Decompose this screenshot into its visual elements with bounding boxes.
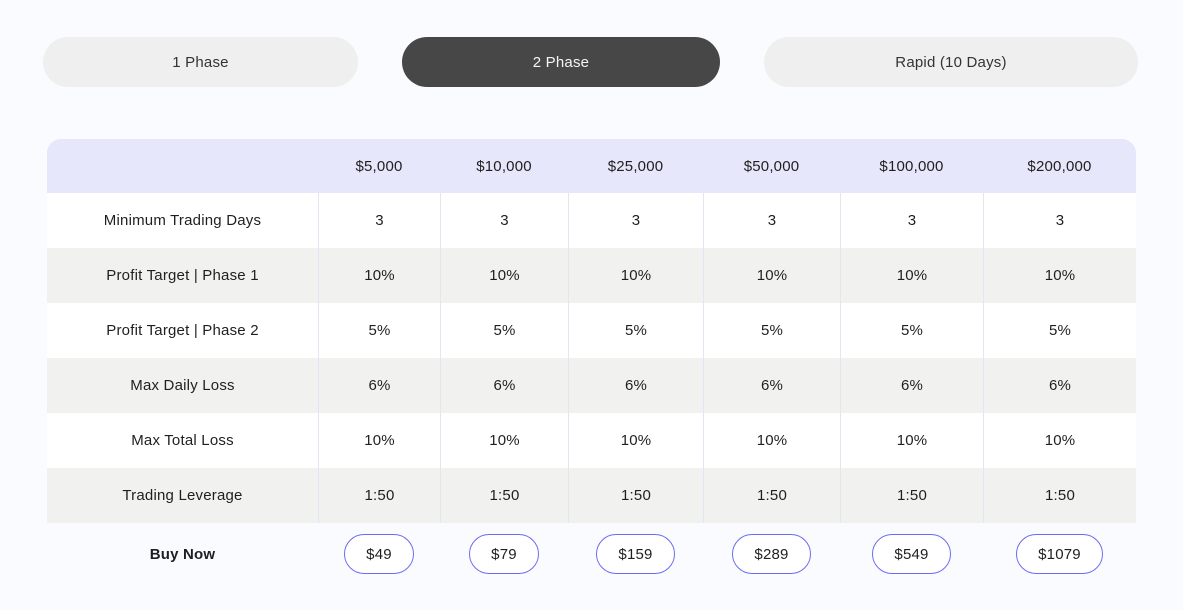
cell-value: 5% [840, 303, 983, 358]
buy-cell: $49 [318, 523, 440, 585]
table-row: Minimum Trading Days 3 3 3 3 3 3 [47, 193, 1136, 248]
table-row: Profit Target | Phase 2 5% 5% 5% 5% 5% 5… [47, 303, 1136, 358]
cell-value: 5% [440, 303, 568, 358]
cell-value: 6% [840, 358, 983, 413]
cell-value: 10% [703, 248, 840, 303]
cell-value: 3 [568, 193, 703, 248]
buy-cell: $159 [568, 523, 703, 585]
buy-now-label: Buy Now [149, 545, 216, 563]
header-cell-account-size: $200,000 [1027, 157, 1092, 175]
cell-value: 10% [318, 248, 440, 303]
cell-value: 10% [983, 413, 1136, 468]
cell-value: 10% [703, 413, 840, 468]
cell-value: 10% [440, 248, 568, 303]
header-cell-account-size: $10,000 [476, 157, 532, 175]
cell-value: 6% [568, 358, 703, 413]
buy-button-5000[interactable]: $49 [344, 534, 414, 574]
row-label: Max Daily Loss [130, 377, 235, 394]
cell-value: 1:50 [983, 468, 1136, 523]
header-cell-account-size: $50,000 [743, 157, 800, 175]
cell-value: 10% [840, 413, 983, 468]
cell-value: 3 [703, 193, 840, 248]
cell-value: 6% [983, 358, 1136, 413]
cell-value: 5% [318, 303, 440, 358]
tab-1-phase[interactable]: 1 Phase [43, 37, 358, 87]
cell-value: 6% [440, 358, 568, 413]
cell-value: 10% [568, 413, 703, 468]
cell-value: 3 [318, 193, 440, 248]
table-row: Max Total Loss 10% 10% 10% 10% 10% 10% [47, 413, 1136, 468]
tab-rapid-10-days[interactable]: Rapid (10 Days) [764, 37, 1138, 87]
cell-value: 1:50 [318, 468, 440, 523]
buy-cell: $79 [440, 523, 568, 585]
buy-now-row: Buy Now $49 $79 $159 $289 $549 $1079 [47, 523, 1136, 585]
cell-value: 10% [318, 413, 440, 468]
cell-value: 3 [840, 193, 983, 248]
buy-button-100000[interactable]: $549 [872, 534, 951, 574]
cell-value: 1:50 [440, 468, 568, 523]
cell-value: 6% [703, 358, 840, 413]
buy-button-10000[interactable]: $79 [469, 534, 539, 574]
cell-value: 1:50 [840, 468, 983, 523]
cell-value: 6% [318, 358, 440, 413]
cell-value: 5% [983, 303, 1136, 358]
table-row: Max Daily Loss 6% 6% 6% 6% 6% 6% [47, 358, 1136, 413]
row-label: Minimum Trading Days [103, 212, 262, 229]
row-label: Trading Leverage [122, 487, 243, 504]
row-label: Max Total Loss [131, 432, 234, 449]
cell-value: 10% [440, 413, 568, 468]
cell-value: 1:50 [568, 468, 703, 523]
cell-value: 10% [840, 248, 983, 303]
buy-cell: $1079 [983, 523, 1136, 585]
buy-button-200000[interactable]: $1079 [1016, 534, 1103, 574]
header-cell-account-size: $100,000 [879, 157, 944, 175]
buy-cell: $549 [840, 523, 983, 585]
tab-2-phase[interactable]: 2 Phase [402, 37, 720, 87]
cell-value: 10% [568, 248, 703, 303]
row-label: Profit Target | Phase 2 [106, 322, 259, 339]
table-row: Profit Target | Phase 1 10% 10% 10% 10% … [47, 248, 1136, 303]
cell-value: 5% [703, 303, 840, 358]
cell-value: 3 [983, 193, 1136, 248]
buy-cell: $289 [703, 523, 840, 585]
pricing-table: $5,000 $10,000 $25,000 $50,000 $100,000 … [47, 139, 1136, 585]
table-row: Trading Leverage 1:50 1:50 1:50 1:50 1:5… [47, 468, 1136, 523]
header-cell-account-size: $5,000 [355, 157, 403, 175]
plan-tabbar: 1 Phase 2 Phase Rapid (10 Days) [43, 37, 1138, 87]
header-cell-empty [47, 139, 318, 193]
buy-button-50000[interactable]: $289 [732, 534, 811, 574]
cell-value: 1:50 [703, 468, 840, 523]
cell-value: 5% [568, 303, 703, 358]
table-header-row: $5,000 $10,000 $25,000 $50,000 $100,000 … [47, 139, 1136, 193]
buy-button-25000[interactable]: $159 [596, 534, 675, 574]
header-cell-account-size: $25,000 [607, 157, 664, 175]
cell-value: 3 [440, 193, 568, 248]
cell-value: 10% [983, 248, 1136, 303]
row-label: Profit Target | Phase 1 [106, 267, 259, 284]
